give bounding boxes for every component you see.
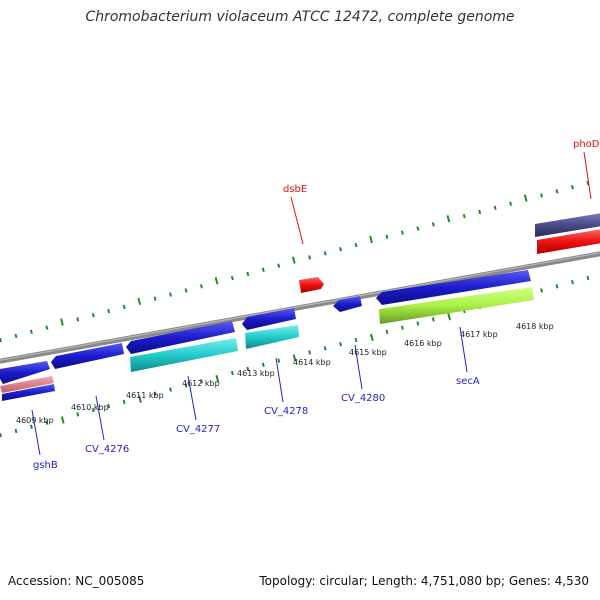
gene-label-phoD[interactable]: phoD [573,139,600,150]
gene-label-gshB[interactable]: gshB [33,460,58,471]
scale-label: 4611 kbp [126,391,164,400]
lower-tick-track [0,275,590,438]
scale-label: 4614 kbp [293,358,331,367]
scale-labels: 4609 kbp 4610 kbp 4611 kbp 4612 kbp 4613… [16,322,554,425]
gene-label-cv4276[interactable]: CV_4276 [85,444,129,455]
gene-labels: gshB CV_4276 CV_4277 CV_4278 CV_4280 sec… [33,139,600,471]
gene-feature-blue[interactable] [242,308,296,330]
gene-feature-cyan[interactable] [245,325,299,349]
accession-text: Accession: NC_005085 [8,574,145,588]
scale-label: 4618 kbp [516,322,554,331]
upper-tick-track [0,180,590,343]
gene-feature-blue[interactable] [2,384,55,401]
gene-label-cv4280[interactable]: CV_4280 [341,393,385,404]
page-title: Chromobacterium violaceum ATCC 12472, co… [85,9,515,25]
genome-summary-text: Topology: circular; Length: 4,751,080 bp… [259,574,589,588]
gene-feature-blue[interactable] [333,296,362,312]
gene-label-secA[interactable]: secA [456,376,480,387]
scale-label: 4617 kbp [460,330,498,339]
gene-label-dsbE[interactable]: dsbE [283,184,307,195]
gene-feature-pink[interactable] [0,376,54,393]
gene-feature-cyan[interactable] [130,338,238,372]
gene-feature-blue[interactable] [126,321,235,354]
gene-label-leaders [31,151,592,456]
gene-feature-purple[interactable] [535,213,600,237]
scale-label: 4613 kbp [237,369,275,378]
scale-label: 4612 kbp [182,379,220,388]
gene-feature-lime[interactable] [379,287,534,324]
scale-label: 4609 kbp [16,416,54,425]
gene-feature-blue[interactable] [51,343,124,369]
gene-feature-red[interactable] [299,277,324,293]
genome-backbone [0,251,600,364]
scale-label: 4610 kbp [71,403,109,412]
gene-feature-blue[interactable] [376,270,531,305]
gene-feature-blue[interactable] [0,361,50,384]
scale-label: 4615 kbp [349,348,387,357]
gene-feature-red[interactable] [537,229,600,254]
gene-label-cv4277[interactable]: CV_4277 [176,424,220,435]
scale-label: 4616 kbp [404,339,442,348]
gene-label-cv4278[interactable]: CV_4278 [264,406,308,417]
